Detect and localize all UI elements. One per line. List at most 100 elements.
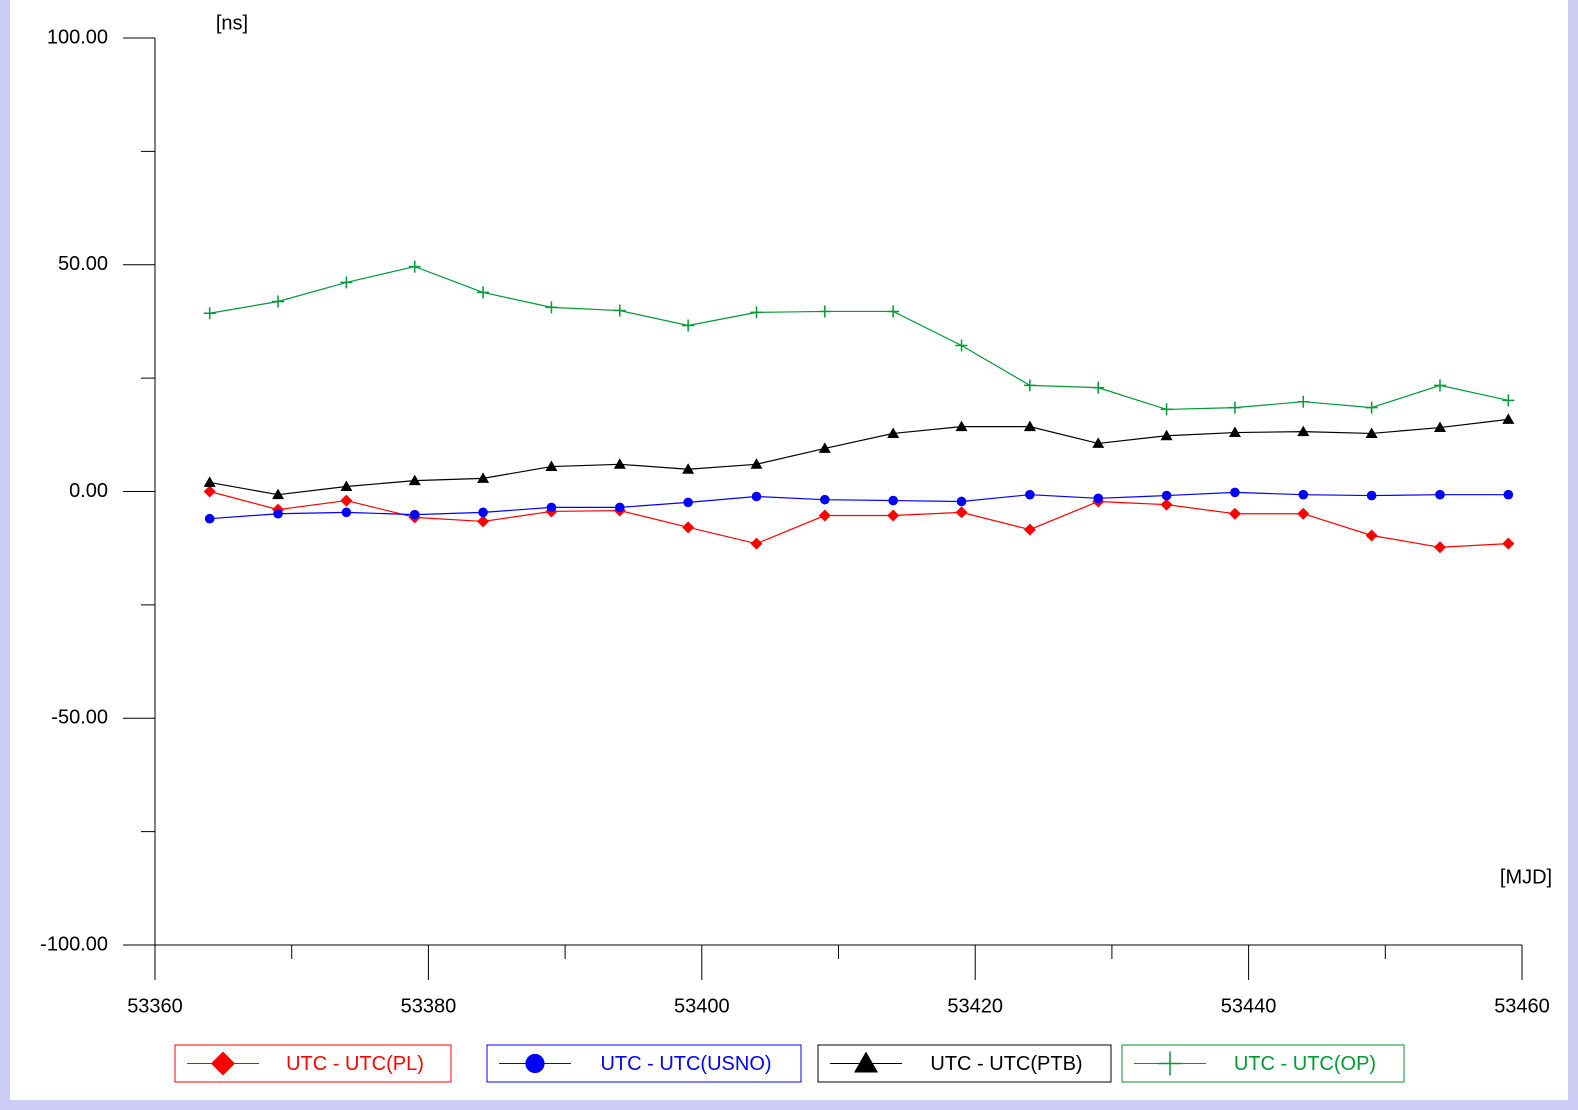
marker xyxy=(888,495,898,506)
marker xyxy=(408,474,421,486)
marker xyxy=(1230,487,1240,498)
x-tick-label: 53360 xyxy=(127,995,183,1017)
x-tick-label: 53380 xyxy=(401,995,457,1017)
marker xyxy=(545,301,558,314)
marker xyxy=(408,260,421,273)
marker xyxy=(818,305,831,318)
legend-box xyxy=(486,1044,802,1083)
marker xyxy=(1160,403,1173,416)
marker xyxy=(750,537,763,550)
marker xyxy=(682,521,695,534)
y-tick-label: 50.00 xyxy=(58,253,108,275)
marker xyxy=(478,507,488,518)
y-tick-label: 100.00 xyxy=(47,26,108,48)
marker xyxy=(203,485,216,498)
y-axis-label: [ns] xyxy=(216,12,248,34)
legend-item: UTC - UTC(PTB) xyxy=(817,1044,1112,1083)
marker xyxy=(1433,379,1446,392)
marker xyxy=(1365,529,1378,542)
legend-box xyxy=(174,1044,452,1083)
marker xyxy=(614,502,625,513)
marker xyxy=(613,458,626,469)
marker xyxy=(272,295,285,308)
marker xyxy=(956,496,967,507)
marker xyxy=(682,319,695,332)
marker xyxy=(1297,507,1310,520)
y-tick-label: 0.00 xyxy=(69,480,108,502)
series-line xyxy=(209,418,1509,496)
marker xyxy=(204,513,215,524)
x-axis-label: [MJD] xyxy=(1500,866,1552,888)
marker xyxy=(1502,537,1515,550)
marker xyxy=(1023,420,1036,432)
marker xyxy=(1298,489,1309,500)
marker xyxy=(1160,498,1173,511)
marker xyxy=(341,507,352,518)
marker xyxy=(750,306,763,319)
marker xyxy=(750,458,763,469)
marker xyxy=(477,515,490,528)
marker xyxy=(1433,421,1446,433)
marker xyxy=(1023,523,1036,536)
marker xyxy=(272,488,285,500)
marker xyxy=(1092,437,1105,448)
legend-item: UTC - UTC(PL) xyxy=(174,1044,452,1083)
marker xyxy=(818,442,831,453)
marker xyxy=(340,276,353,289)
marker xyxy=(955,506,968,519)
marker xyxy=(1503,489,1514,500)
marker xyxy=(1502,413,1515,424)
legend-box xyxy=(817,1044,1112,1083)
marker xyxy=(273,508,283,519)
y-tick-label: -100.00 xyxy=(40,933,108,955)
marker xyxy=(477,286,490,299)
marker xyxy=(613,304,626,317)
marker xyxy=(1365,427,1378,438)
marker xyxy=(683,497,693,508)
marker xyxy=(955,339,968,352)
marker xyxy=(525,1053,545,1074)
y-tick-label: -50.00 xyxy=(51,707,108,729)
marker xyxy=(1502,394,1515,407)
marker xyxy=(1433,541,1446,554)
marker xyxy=(409,509,420,520)
marker xyxy=(1093,493,1104,504)
marker xyxy=(955,420,968,432)
marker xyxy=(1025,489,1035,500)
marker xyxy=(1228,401,1241,414)
marker xyxy=(1435,489,1445,500)
marker xyxy=(340,494,353,507)
marker xyxy=(1297,395,1310,408)
marker xyxy=(854,1051,878,1073)
marker xyxy=(751,491,762,502)
marker xyxy=(1023,379,1036,392)
panel xyxy=(10,0,1568,1100)
legend-item: UTC - UTC(USNO) xyxy=(486,1044,802,1083)
marker xyxy=(887,509,900,522)
marker xyxy=(1158,1051,1182,1076)
marker xyxy=(820,494,830,505)
marker xyxy=(546,502,557,513)
marker xyxy=(340,480,353,492)
series-line xyxy=(209,491,1509,520)
marker xyxy=(1365,401,1378,414)
legend-box xyxy=(1121,1044,1405,1083)
marker xyxy=(1366,490,1377,501)
legend-item: UTC - UTC(OP) xyxy=(1121,1044,1405,1083)
marker xyxy=(545,460,558,472)
marker xyxy=(1160,429,1173,441)
x-tick-label: 53460 xyxy=(1494,995,1550,1017)
series-line xyxy=(209,265,1509,411)
legend-label: UTC - UTC(PL) xyxy=(286,1053,424,1075)
marker xyxy=(1228,426,1241,438)
series-line xyxy=(209,490,1509,548)
marker xyxy=(1092,381,1105,394)
x-tick-label: 53440 xyxy=(1221,995,1277,1017)
marker xyxy=(682,463,695,474)
marker xyxy=(887,305,900,318)
legend-label: UTC - UTC(USNO) xyxy=(600,1053,771,1075)
marker xyxy=(1297,425,1310,437)
marker xyxy=(818,509,831,522)
legend-label: UTC - UTC(PTB) xyxy=(930,1053,1082,1075)
marker xyxy=(887,427,900,438)
